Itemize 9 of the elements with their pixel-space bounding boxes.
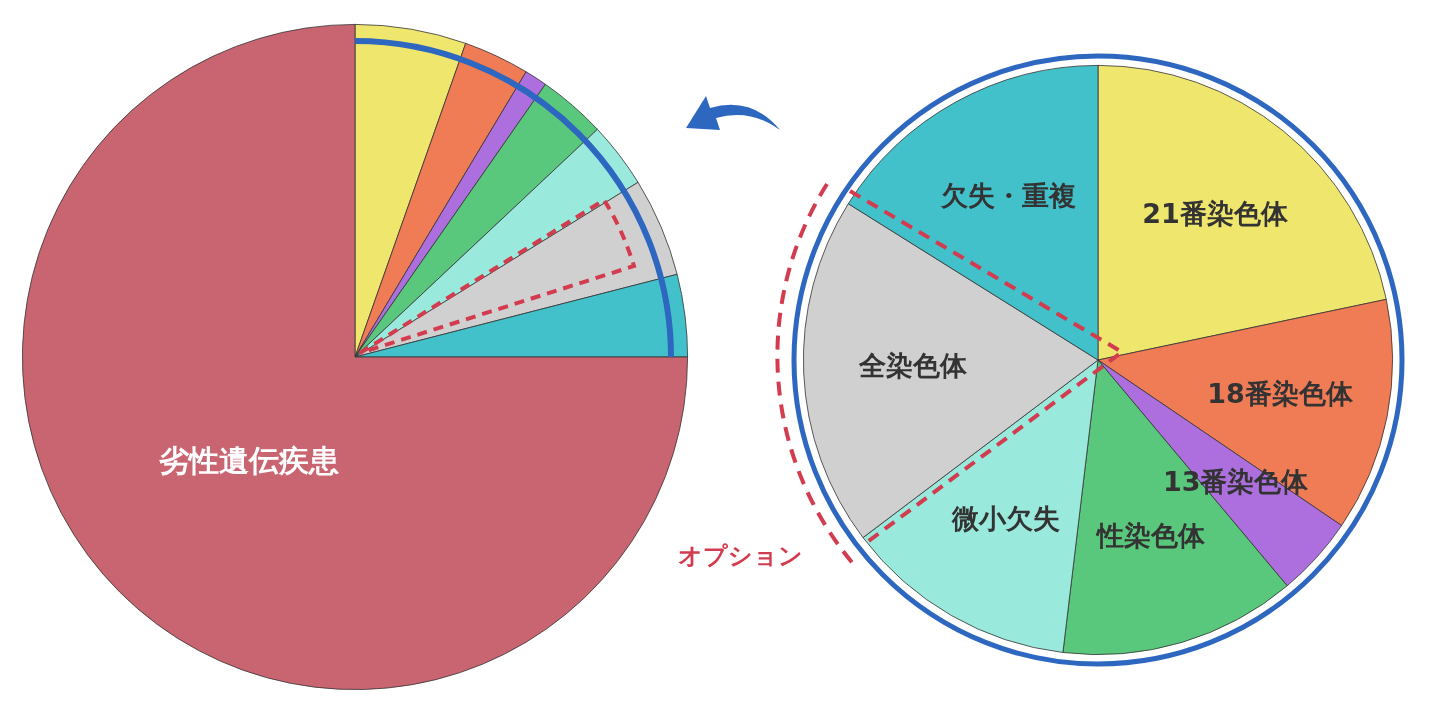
slice-label: 微小欠失 [950, 502, 1060, 534]
slice-label: 劣性遺伝疾患 [159, 442, 340, 478]
slice-label: 欠失・重複 [939, 179, 1076, 211]
slice-label: 全染色体 [857, 350, 968, 382]
slice-label: 18番染色体 [1207, 377, 1354, 409]
slice-label: 13番染色体 [1162, 466, 1310, 498]
slice-label: 性染色体 [1094, 519, 1206, 551]
slice-label: 21番染色体 [1142, 197, 1289, 229]
text: オプション [678, 541, 803, 572]
